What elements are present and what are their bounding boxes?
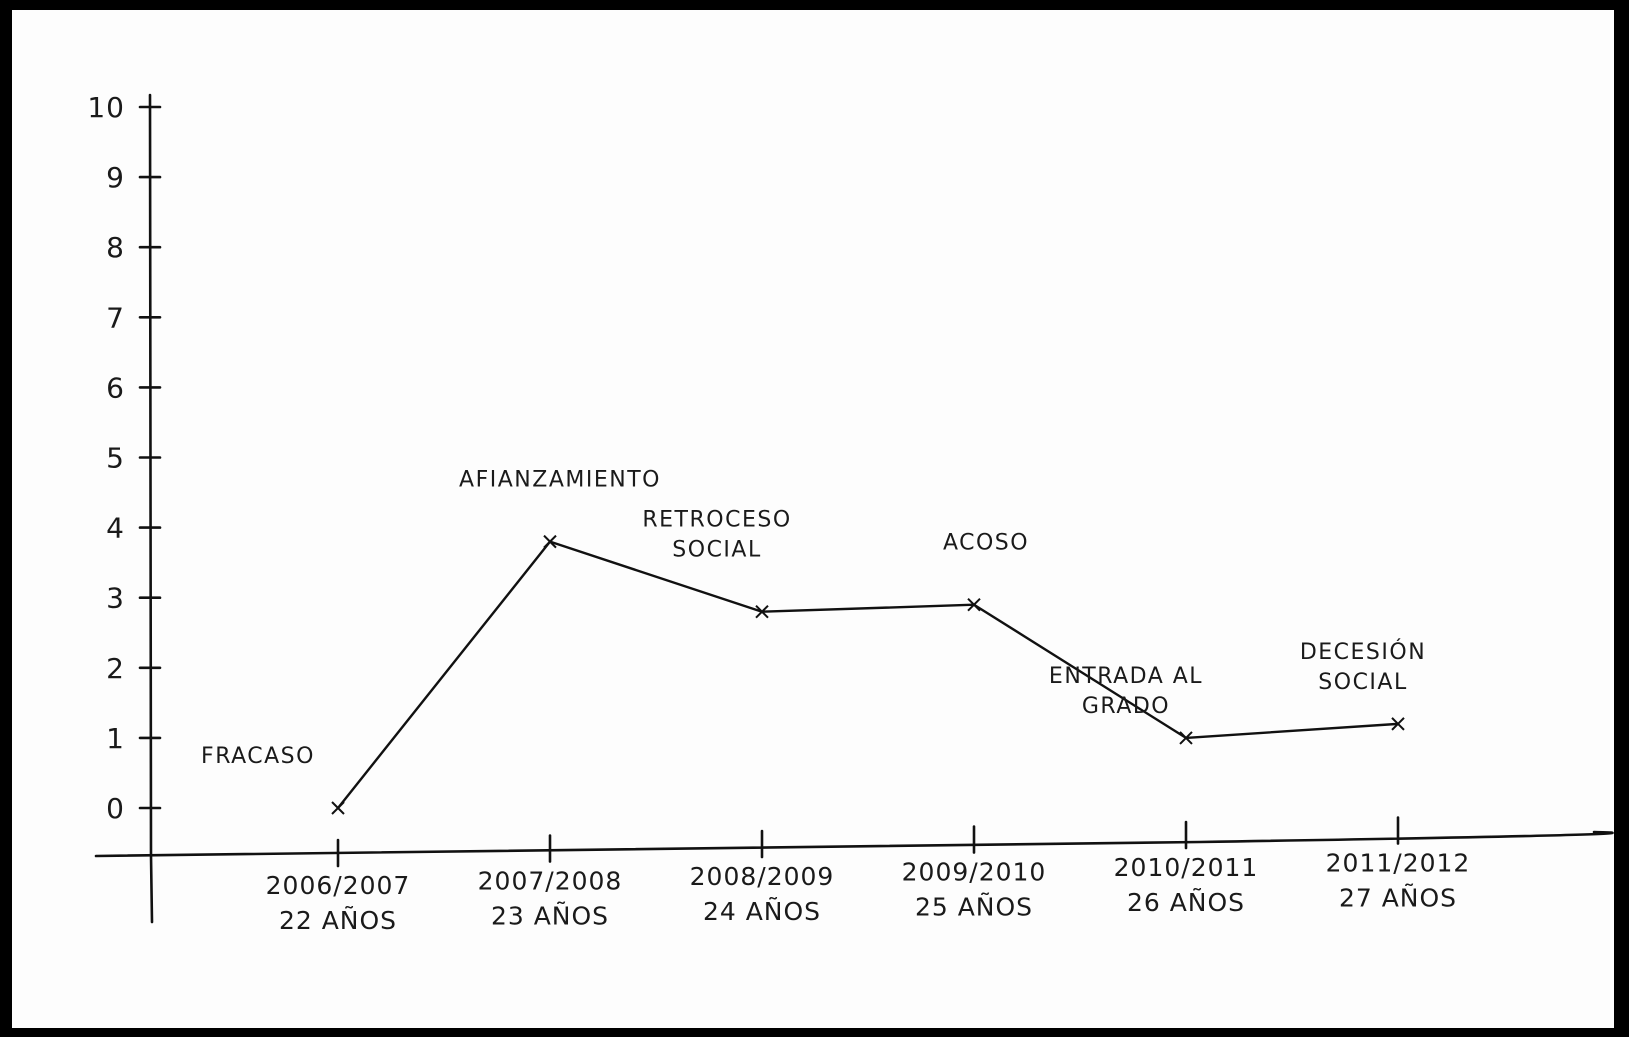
x-tick-period-label: 2007/2008 <box>478 867 623 896</box>
y-tick-label: 8 <box>106 231 125 264</box>
point-annotation: AFIANZAMIENTO <box>459 468 661 493</box>
y-axis-line <box>148 93 154 924</box>
y-tick-label: 10 <box>87 91 125 124</box>
x-tick-age-label: 26 AÑOS <box>1127 887 1245 917</box>
point-annotation: SOCIAL <box>1318 670 1407 695</box>
y-tick-label: 9 <box>106 161 125 194</box>
x-tick-period-label: 2009/2010 <box>902 858 1047 887</box>
point-annotation: DECESIÓN <box>1300 639 1426 665</box>
x-axis-line <box>94 830 1614 858</box>
x-tick-period-label: 2006/2007 <box>266 871 411 900</box>
data-point-marker <box>755 605 769 619</box>
x-tick-age-label: 25 AÑOS <box>915 892 1033 922</box>
y-tick-label: 0 <box>106 792 125 825</box>
data-point-marker <box>331 801 345 815</box>
point-annotation: SOCIAL <box>672 538 761 563</box>
x-tick-age-label: 23 AÑOS <box>491 901 609 931</box>
point-annotation: ENTRADA AL <box>1049 664 1203 689</box>
data-point-marker <box>1391 717 1405 731</box>
data-point-marker <box>543 534 557 549</box>
y-tick-label: 4 <box>106 512 125 545</box>
point-annotation: FRACASO <box>201 744 315 769</box>
y-tick-label: 2 <box>106 652 125 685</box>
series-line <box>337 540 1399 809</box>
point-annotation: ACOSO <box>943 531 1029 556</box>
x-tick-period-label: 2010/2011 <box>1114 853 1259 882</box>
y-tick-label: 6 <box>106 371 125 404</box>
paper-sheet <box>12 10 1614 1028</box>
y-axis-ticks: 0 1 2 3 4 5 6 7 8 9 10 <box>87 91 162 825</box>
point-annotation: RETROCESO <box>642 508 791 533</box>
x-axis-ticks: 2006/2007 22 AÑOS 2007/2008 23 AÑOS 2008/200… <box>266 816 1471 935</box>
x-tick-period-label: 2011/2012 <box>1326 849 1471 878</box>
y-tick-label: 7 <box>106 301 125 334</box>
axes <box>94 93 1614 924</box>
point-annotation: GRADO <box>1082 694 1170 719</box>
x-tick-age-label: 27 AÑOS <box>1339 883 1457 913</box>
x-tick-period-label: 2008/2009 <box>690 862 835 891</box>
y-tick-label: 1 <box>106 722 125 755</box>
point-annotations: FRACASO AFIANZAMIENTO RETROCESO SOCIAL ACOSO… <box>201 468 1426 769</box>
x-tick-age-label: 22 AÑOS <box>279 905 397 935</box>
data-point-marker <box>1179 731 1193 745</box>
x-tick-age-label: 24 AÑOS <box>703 896 821 926</box>
y-tick-label: 3 <box>106 582 125 615</box>
series-plot <box>331 534 1405 815</box>
y-tick-label: 5 <box>106 442 125 475</box>
data-point-marker <box>967 598 981 612</box>
